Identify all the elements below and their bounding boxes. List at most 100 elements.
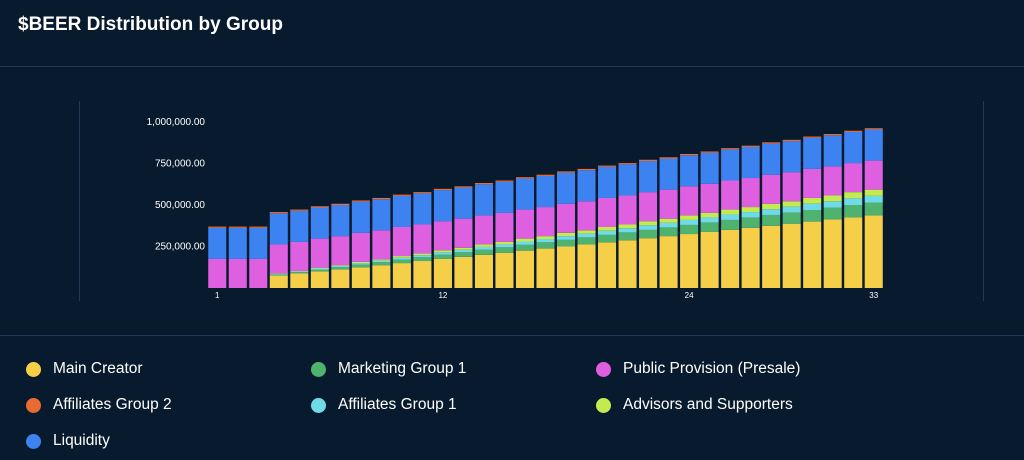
bar-segment-affiliates-group-2[interactable] — [208, 226, 227, 228]
bar-stack-21[interactable] — [618, 163, 637, 288]
bar-segment-main-creator[interactable] — [864, 215, 883, 289]
bar-segment-liquidity[interactable] — [741, 146, 760, 179]
bar-segment-public-provision-presale[interactable] — [598, 197, 617, 227]
bar-segment-affiliates-group-1[interactable] — [659, 222, 678, 228]
bar-segment-public-provision-presale[interactable] — [269, 244, 288, 274]
bar-segment-main-creator[interactable] — [269, 275, 288, 288]
bar-segment-affiliates-group-1[interactable] — [536, 239, 555, 243]
bar-segment-marketing-group-1[interactable] — [372, 262, 391, 266]
legend-item-advisors-supporters[interactable]: Advisors and Supporters — [596, 396, 793, 414]
bar-segment-liquidity[interactable] — [269, 213, 288, 245]
bar-segment-public-provision-presale[interactable] — [228, 258, 247, 288]
bar-segment-liquidity[interactable] — [680, 155, 699, 187]
bar-segment-affiliates-group-1[interactable] — [331, 266, 350, 268]
bar-segment-liquidity[interactable] — [823, 135, 842, 167]
bar-segment-affiliates-group-1[interactable] — [844, 198, 863, 205]
bar-segment-main-creator[interactable] — [639, 238, 658, 288]
bar-segment-affiliates-group-2[interactable] — [454, 186, 473, 188]
bar-segment-affiliates-group-2[interactable] — [577, 168, 596, 171]
bar-segment-liquidity[interactable] — [598, 166, 617, 198]
bar-stack-32[interactable] — [844, 130, 863, 288]
bar-segment-main-creator[interactable] — [556, 246, 576, 289]
bar-segment-public-provision-presale[interactable] — [474, 215, 493, 245]
bar-segment-advisors-and-supporters[interactable] — [782, 201, 801, 207]
legend-item-public-provision[interactable]: Public Provision (Presale) — [596, 360, 800, 378]
bar-stack-33[interactable] — [864, 128, 883, 289]
bar-segment-advisors-and-supporters[interactable] — [741, 207, 760, 213]
bar-segment-advisors-and-supporters[interactable] — [864, 189, 883, 196]
bar-segment-liquidity[interactable] — [208, 227, 227, 259]
bar-segment-main-creator[interactable] — [844, 217, 863, 288]
bar-segment-liquidity[interactable] — [351, 201, 370, 233]
bar-stack-5[interactable] — [290, 209, 309, 288]
bar-segment-public-provision-presale[interactable] — [577, 201, 596, 231]
bar-segment-marketing-group-1[interactable] — [536, 242, 555, 249]
bar-stack-4[interactable] — [269, 212, 288, 288]
bar-segment-advisors-and-supporters[interactable] — [433, 250, 452, 253]
bar-stack-13[interactable] — [454, 186, 473, 289]
bar-segment-liquidity[interactable] — [844, 131, 863, 164]
bar-segment-public-provision-presale[interactable] — [454, 218, 473, 248]
bar-stack-6[interactable] — [310, 206, 329, 288]
bar-segment-affiliates-group-1[interactable] — [598, 230, 617, 235]
bar-segment-public-provision-presale[interactable] — [413, 224, 432, 254]
bar-segment-affiliates-group-2[interactable] — [680, 153, 699, 156]
bar-segment-liquidity[interactable] — [249, 227, 268, 259]
bar-segment-affiliates-group-2[interactable] — [290, 209, 309, 211]
bar-segment-liquidity[interactable] — [659, 158, 678, 190]
bar-stack-30[interactable] — [803, 136, 822, 288]
bar-segment-affiliates-group-2[interactable] — [495, 180, 514, 182]
bar-segment-affiliates-group-2[interactable] — [249, 226, 268, 228]
bar-segment-main-creator[interactable] — [803, 221, 822, 288]
bar-stack-19[interactable] — [577, 168, 596, 288]
bar-segment-main-creator[interactable] — [700, 231, 719, 288]
bar-segment-public-provision-presale[interactable] — [556, 203, 576, 233]
bar-segment-advisors-and-supporters[interactable] — [331, 265, 350, 267]
bar-segment-affiliates-group-1[interactable] — [577, 233, 596, 238]
bar-segment-marketing-group-1[interactable] — [495, 247, 514, 253]
bar-segment-liquidity[interactable] — [474, 184, 493, 216]
bar-segment-liquidity[interactable] — [556, 172, 576, 204]
bar-segment-advisors-and-supporters[interactable] — [372, 259, 391, 261]
bar-segment-affiliates-group-1[interactable] — [782, 206, 801, 213]
bar-segment-advisors-and-supporters[interactable] — [598, 227, 617, 231]
bar-segment-liquidity[interactable] — [290, 210, 309, 242]
bar-segment-public-provision-presale[interactable] — [659, 189, 678, 219]
bar-segment-liquidity[interactable] — [577, 170, 596, 202]
bar-segment-marketing-group-1[interactable] — [331, 267, 350, 270]
bar-segment-affiliates-group-1[interactable] — [290, 271, 309, 273]
bar-segment-affiliates-group-2[interactable] — [351, 200, 370, 202]
bar-segment-main-creator[interactable] — [495, 252, 514, 288]
bar-segment-main-creator[interactable] — [536, 248, 555, 288]
bar-segment-affiliates-group-2[interactable] — [864, 128, 883, 130]
bar-segment-main-creator[interactable] — [331, 269, 350, 288]
bar-segment-main-creator[interactable] — [741, 227, 760, 288]
bar-segment-main-creator[interactable] — [577, 244, 596, 288]
bar-segment-public-provision-presale[interactable] — [721, 180, 740, 210]
bar-segment-main-creator[interactable] — [290, 273, 309, 288]
bar-segment-marketing-group-1[interactable] — [454, 252, 473, 257]
bar-stack-9[interactable] — [372, 197, 391, 288]
bar-segment-liquidity[interactable] — [762, 143, 781, 175]
bar-segment-affiliates-group-1[interactable] — [762, 209, 781, 215]
bar-segment-affiliates-group-1[interactable] — [823, 201, 842, 208]
bar-segment-affiliates-group-1[interactable] — [474, 246, 493, 250]
bar-segment-marketing-group-1[interactable] — [680, 224, 699, 235]
bar-stack-15[interactable] — [495, 180, 514, 288]
bar-segment-public-provision-presale[interactable] — [823, 166, 842, 196]
bar-segment-liquidity[interactable] — [331, 205, 350, 237]
bar-segment-public-provision-presale[interactable] — [782, 172, 801, 202]
bar-segment-affiliates-group-1[interactable] — [392, 257, 411, 260]
bar-segment-liquidity[interactable] — [639, 161, 658, 193]
bar-segment-marketing-group-1[interactable] — [823, 207, 842, 220]
bar-segment-affiliates-group-1[interactable] — [454, 249, 473, 253]
bar-stack-29[interactable] — [782, 139, 801, 288]
bar-segment-affiliates-group-2[interactable] — [474, 183, 493, 185]
bar-segment-affiliates-group-2[interactable] — [618, 163, 637, 165]
bar-segment-affiliates-group-2[interactable] — [659, 157, 678, 159]
bar-stack-11[interactable] — [413, 192, 432, 288]
bar-segment-affiliates-group-2[interactable] — [721, 148, 740, 150]
bar-segment-advisors-and-supporters[interactable] — [351, 261, 370, 264]
bar-segment-marketing-group-1[interactable] — [269, 274, 288, 276]
bar-segment-public-provision-presale[interactable] — [700, 183, 719, 213]
